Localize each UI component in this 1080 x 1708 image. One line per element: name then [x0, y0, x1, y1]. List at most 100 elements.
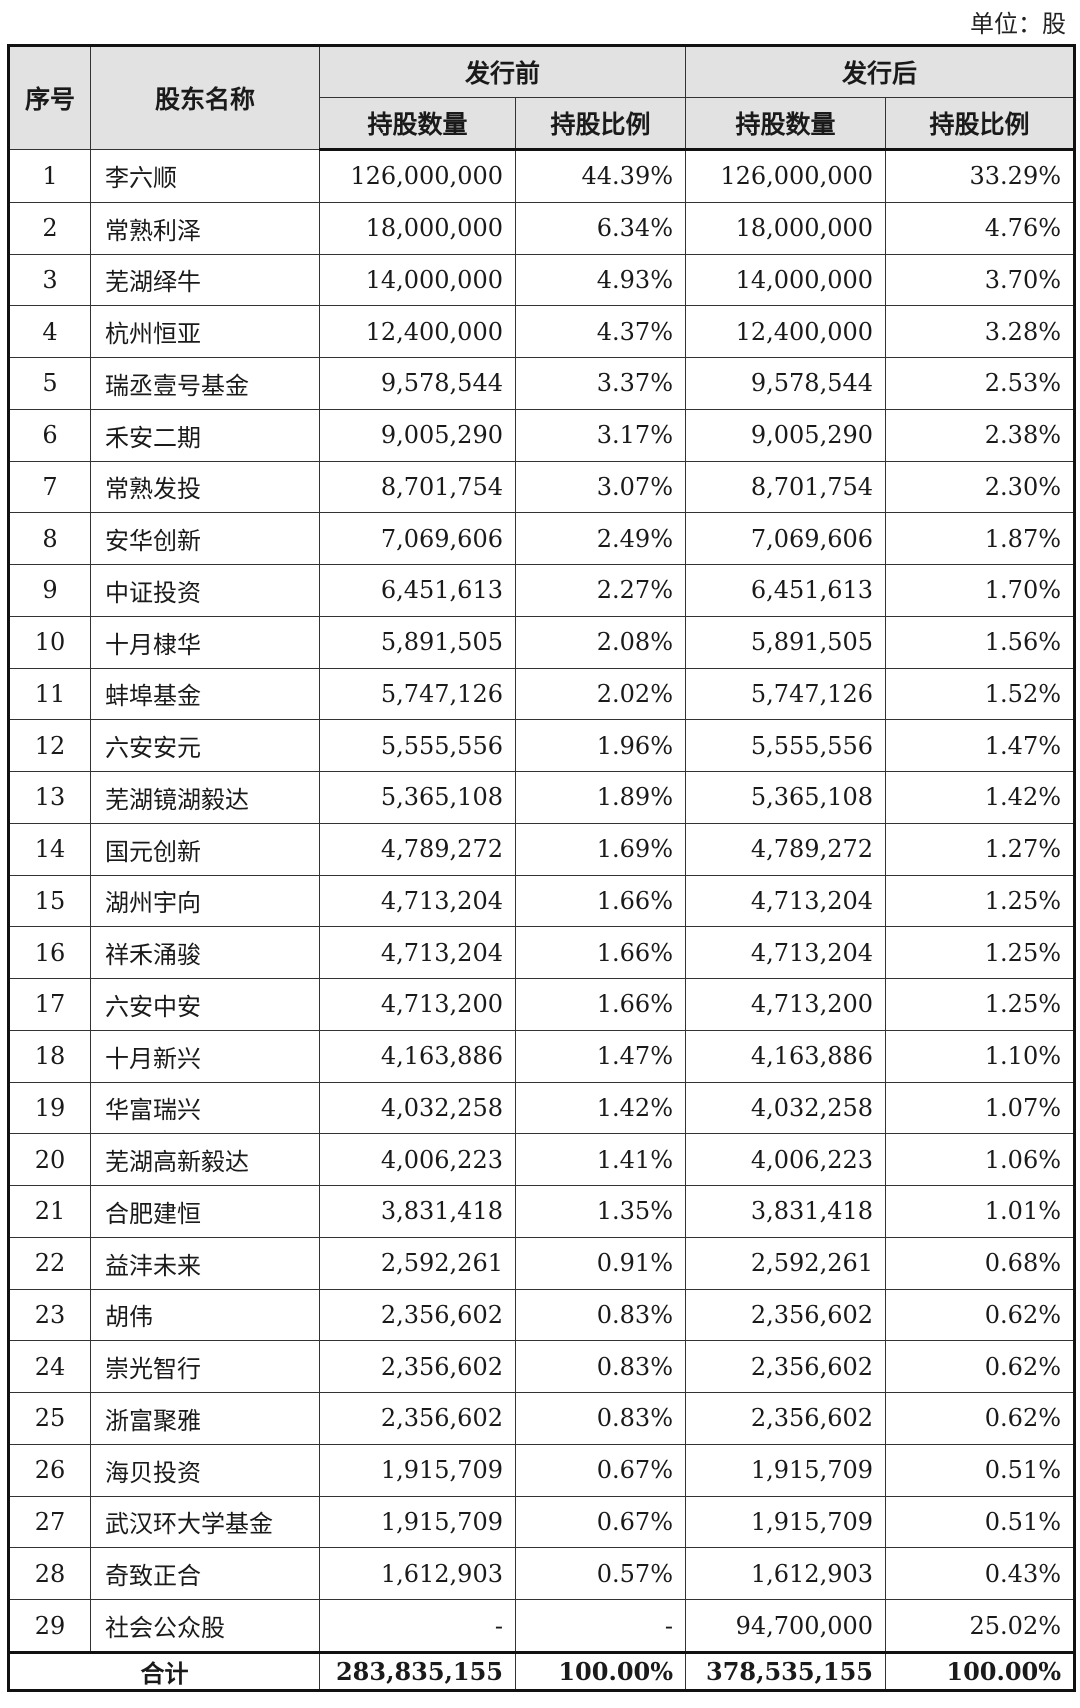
cell-after-ratio: 1.01%: [885, 1185, 1076, 1238]
table-header: 序号 股东名称 发行前 发行后 持股数量 持股比例 持股数量 持股比例: [8, 45, 1076, 151]
cell-after-ratio: 3.70%: [885, 253, 1076, 307]
cell-before-shares: 5,747,126: [319, 667, 516, 721]
cell-seq: 10: [8, 615, 91, 669]
table-row: 24 崇光智行 2,356,602 0.83% 2,356,602 0.62%: [8, 1340, 1076, 1394]
cell-before-ratio: 1.66%: [514, 926, 687, 980]
cell-seq: 25: [8, 1392, 91, 1445]
cell-seq: 1: [8, 149, 91, 203]
total-after-ratio: 100.00%: [885, 1651, 1076, 1691]
cell-after-shares: 14,000,000: [685, 253, 887, 307]
cell-seq: 12: [8, 719, 91, 773]
cell-after-shares: 2,356,602: [685, 1288, 887, 1342]
cell-before-shares: 5,365,108: [319, 771, 516, 824]
cell-after-ratio: 1.06%: [885, 1133, 1076, 1187]
cell-before-shares: 9,005,290: [319, 408, 516, 462]
table-row: 8 安华创新 7,069,606 2.49% 7,069,606 1.87%: [8, 512, 1076, 566]
cell-seq: 20: [8, 1133, 91, 1187]
cell-after-shares: 94,700,000: [685, 1599, 887, 1653]
header-seq: 序号: [8, 45, 91, 150]
cell-before-shares: 3,831,418: [319, 1185, 516, 1238]
cell-after-ratio: 0.68%: [885, 1236, 1076, 1290]
cell-seq: 15: [8, 874, 91, 928]
cell-shareholder-name: 益沣未来: [90, 1236, 320, 1290]
total-row: 合计 283,835,155 100.00% 378,535,155 100.0…: [8, 1651, 1076, 1691]
cell-after-shares: 9,005,290: [685, 408, 887, 462]
cell-seq: 23: [8, 1288, 91, 1342]
cell-after-ratio: 1.25%: [885, 874, 1076, 928]
cell-before-ratio: 0.67%: [514, 1495, 687, 1549]
cell-seq: 27: [8, 1495, 91, 1549]
cell-after-shares: 7,069,606: [685, 512, 887, 566]
cell-after-shares: 1,612,903: [685, 1547, 887, 1601]
total-label: 合计: [8, 1651, 320, 1691]
cell-before-ratio: 1.41%: [514, 1133, 687, 1187]
cell-after-shares: 2,356,602: [685, 1392, 887, 1445]
cell-after-shares: 5,555,556: [685, 719, 887, 773]
cell-seq: 26: [8, 1443, 91, 1497]
cell-before-ratio: 0.83%: [514, 1392, 687, 1445]
cell-before-shares: 4,713,204: [319, 874, 516, 928]
table-row: 5 瑞丞壹号基金 9,578,544 3.37% 9,578,544 2.53%: [8, 357, 1076, 410]
total-before-ratio: 100.00%: [514, 1651, 687, 1691]
cell-shareholder-name: 奇致正合: [90, 1547, 320, 1601]
cell-after-ratio: 1.42%: [885, 771, 1076, 824]
cell-after-shares: 5,747,126: [685, 667, 887, 721]
cell-before-shares: 2,592,261: [319, 1236, 516, 1290]
table-row: 22 益沣未来 2,592,261 0.91% 2,592,261 0.68%: [8, 1236, 1076, 1290]
cell-shareholder-name: 崇光智行: [90, 1340, 320, 1394]
cell-after-ratio: 0.51%: [885, 1495, 1076, 1549]
total-after-shares: 378,535,155: [685, 1651, 887, 1691]
cell-seq: 8: [8, 512, 91, 566]
total-before-shares: 283,835,155: [319, 1651, 516, 1691]
table-row: 4 杭州恒亚 12,400,000 4.37% 12,400,000 3.28%: [8, 305, 1076, 359]
cell-before-ratio: 2.49%: [514, 512, 687, 566]
cell-shareholder-name: 李六顺: [90, 149, 320, 203]
cell-after-shares: 2,356,602: [685, 1340, 887, 1394]
cell-after-shares: 6,451,613: [685, 564, 887, 617]
cell-seq: 16: [8, 926, 91, 980]
cell-after-ratio: 1.27%: [885, 822, 1076, 876]
shareholder-table: 序号 股东名称 发行前 发行后 持股数量 持股比例 持股数量 持股比例 1 李六顺…: [7, 44, 1077, 1692]
cell-after-shares: 4,032,258: [685, 1081, 887, 1135]
cell-shareholder-name: 合肥建恒: [90, 1185, 320, 1238]
cell-before-shares: 4,713,200: [319, 978, 516, 1031]
table-row: 7 常熟发投 8,701,754 3.07% 8,701,754 2.30%: [8, 460, 1076, 514]
cell-shareholder-name: 中证投资: [90, 564, 320, 617]
cell-before-ratio: 0.83%: [514, 1288, 687, 1342]
header-before-shares: 持股数量: [319, 97, 516, 151]
cell-before-ratio: 4.37%: [514, 305, 687, 359]
cell-shareholder-name: 芜湖镜湖毅达: [90, 771, 320, 824]
cell-after-ratio: 1.07%: [885, 1081, 1076, 1135]
table-row: 2 常熟利泽 18,000,000 6.34% 18,000,000 4.76%: [8, 201, 1076, 255]
cell-after-ratio: 4.76%: [885, 201, 1076, 255]
cell-shareholder-name: 华富瑞兴: [90, 1081, 320, 1135]
table-row: 28 奇致正合 1,612,903 0.57% 1,612,903 0.43%: [8, 1547, 1076, 1601]
cell-before-ratio: 0.83%: [514, 1340, 687, 1394]
cell-shareholder-name: 武汉环大学基金: [90, 1495, 320, 1549]
cell-shareholder-name: 芜湖高新毅达: [90, 1133, 320, 1187]
cell-before-ratio: 2.02%: [514, 667, 687, 721]
cell-after-ratio: 1.56%: [885, 615, 1076, 669]
cell-shareholder-name: 六安中安: [90, 978, 320, 1031]
cell-after-shares: 5,891,505: [685, 615, 887, 669]
cell-shareholder-name: 六安安元: [90, 719, 320, 773]
table-row: 17 六安中安 4,713,200 1.66% 4,713,200 1.25%: [8, 978, 1076, 1031]
cell-before-ratio: 0.91%: [514, 1236, 687, 1290]
cell-after-ratio: 1.87%: [885, 512, 1076, 566]
cell-after-ratio: 1.70%: [885, 564, 1076, 617]
cell-shareholder-name: 海贝投资: [90, 1443, 320, 1497]
cell-before-ratio: 6.34%: [514, 201, 687, 255]
cell-before-shares: 126,000,000: [319, 149, 516, 203]
cell-before-ratio: 1.89%: [514, 771, 687, 824]
cell-after-shares: 4,789,272: [685, 822, 887, 876]
cell-shareholder-name: 祥禾涌骏: [90, 926, 320, 980]
header-name: 股东名称: [90, 45, 320, 150]
cell-after-shares: 3,831,418: [685, 1185, 887, 1238]
cell-shareholder-name: 湖州宇向: [90, 874, 320, 928]
cell-after-ratio: 33.29%: [885, 149, 1076, 203]
cell-shareholder-name: 胡伟: [90, 1288, 320, 1342]
unit-label: 单位：股: [970, 10, 1066, 38]
table-row: 25 浙富聚雅 2,356,602 0.83% 2,356,602 0.62%: [8, 1392, 1076, 1445]
cell-shareholder-name: 蚌埠基金: [90, 667, 320, 721]
cell-shareholder-name: 禾安二期: [90, 408, 320, 462]
